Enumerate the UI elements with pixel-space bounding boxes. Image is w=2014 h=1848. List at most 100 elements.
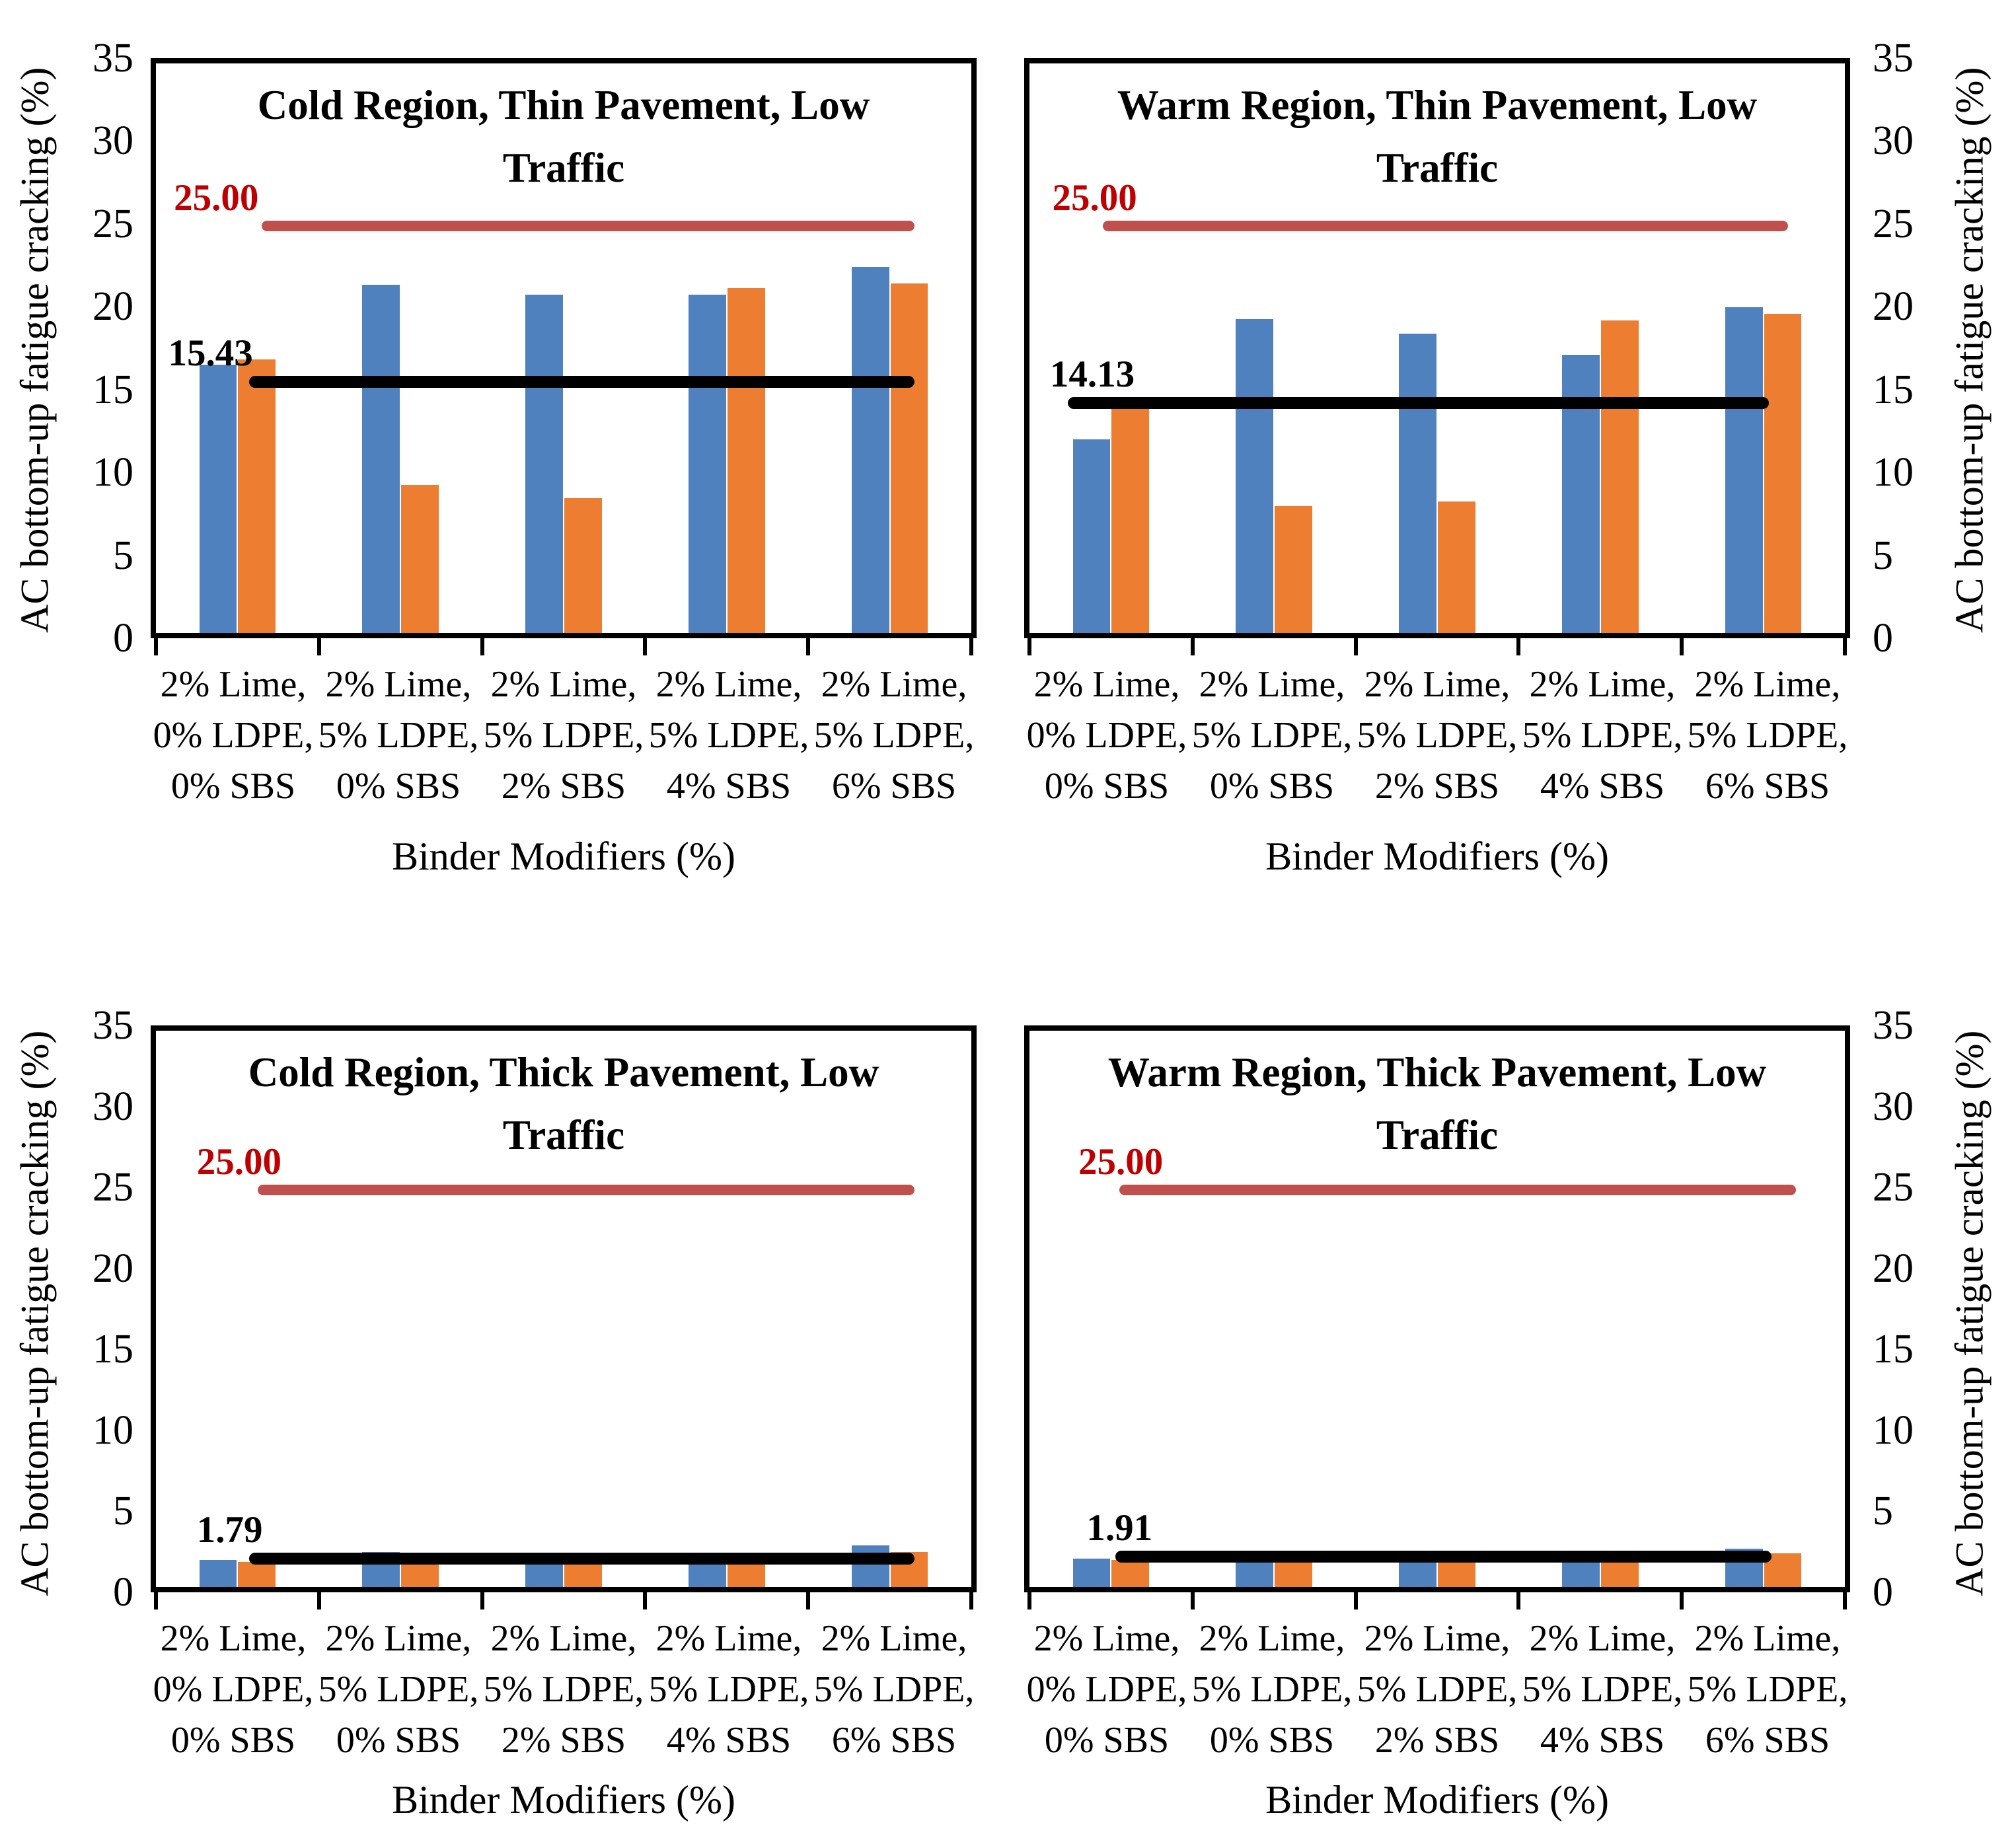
category-label: 2% Lime, 5% LDPE, 2% SBS xyxy=(1355,1613,1520,1766)
category-label: 2% Lime, 5% LDPE, 4% SBS xyxy=(1520,659,1685,812)
orange-bar xyxy=(238,359,276,633)
bar-group xyxy=(1682,63,1845,633)
blue-bar xyxy=(1072,1558,1111,1587)
category-label-line: 2% Lime, xyxy=(1694,1618,1841,1659)
category-label-line: 6% SBS xyxy=(1705,766,1830,807)
category-label-line: 2% Lime, xyxy=(1033,664,1180,705)
category-label-line: 5% LDPE, xyxy=(1357,1669,1518,1710)
category-label-line: 2% Lime, xyxy=(1364,1618,1510,1659)
category-label-line: 4% SBS xyxy=(666,1720,792,1761)
category-label: 2% Lime, 5% LDPE, 6% SBS xyxy=(1685,659,1850,812)
category-label-line: 5% LDPE, xyxy=(1191,1669,1353,1710)
y-tick-label: 10 xyxy=(1873,450,1914,496)
y-tick-label: 25 xyxy=(93,201,133,246)
category-label-line: 5% LDPE, xyxy=(1687,1669,1848,1710)
y-tick-label: 5 xyxy=(113,533,133,578)
chart-panel-warm-thick: AC bottom-up fatigue cracking (%) 0 5 10 15… xyxy=(1007,924,2014,1848)
blue-bar xyxy=(199,364,237,633)
x-tick-mark xyxy=(480,638,484,655)
x-tick-mark xyxy=(1843,1592,1847,1609)
category-label: 2% Lime, 5% LDPE, 2% SBS xyxy=(481,659,646,812)
y-tick-label: 20 xyxy=(93,1245,133,1291)
category-label-line: 5% LDPE, xyxy=(1522,1669,1683,1710)
category-label-line: 2% Lime, xyxy=(821,664,967,705)
blue-bar xyxy=(1399,1560,1436,1587)
category-label-line: 5% LDPE, xyxy=(318,715,479,756)
blue-bar xyxy=(1399,333,1436,633)
category-label-line: 2% Lime, xyxy=(160,664,307,705)
category-label-line: 5% LDPE, xyxy=(318,1669,479,1710)
y-tick-label: 10 xyxy=(93,1407,133,1453)
x-tick-mark xyxy=(1680,1592,1684,1609)
orange-bar xyxy=(1600,320,1639,633)
category-label-line: 5% LDPE, xyxy=(813,715,975,756)
y-tick-label: 5 xyxy=(113,1489,133,1534)
category-label: 2% Lime, 5% LDPE, 0% SBS xyxy=(316,659,481,812)
chart-panel-cold-thin: AC bottom-up fatigue cracking (%) 0 5 10 15… xyxy=(0,0,1007,924)
chart-title: Cold Region, Thick Pavement, Low Traffic xyxy=(248,1049,879,1158)
x-tick-mark xyxy=(1027,638,1031,655)
category-label-line: 0% SBS xyxy=(1209,1720,1335,1761)
x-tick-mark xyxy=(1190,1592,1195,1609)
x-category-labels: 2% Lime, 0% LDPE, 0% SBS 2% Lime, 5% LDPE, 0%… xyxy=(151,659,977,812)
orange-bar xyxy=(1764,314,1802,633)
chart-panel-warm-thin: AC bottom-up fatigue cracking (%) 0 5 10 15… xyxy=(1007,0,2014,924)
category-label: 2% Lime, 5% LDPE, 0% SBS xyxy=(316,1613,481,1766)
orange-bar xyxy=(727,1553,765,1587)
category-label-line: 6% SBS xyxy=(831,1720,957,1761)
x-tick-mark xyxy=(480,1592,484,1609)
y-tick-label: 30 xyxy=(1873,118,1914,164)
bar-group xyxy=(1356,63,1519,633)
x-tick-mark xyxy=(154,1592,158,1609)
y-tick-label: 0 xyxy=(1873,616,1893,661)
x-category-labels: 2% Lime, 0% LDPE, 0% SBS 2% Lime, 5% LDPE, 0%… xyxy=(151,1613,977,1766)
category-label-line: 5% LDPE, xyxy=(1687,715,1848,756)
category-label-line: 2% Lime, xyxy=(1033,1618,1180,1659)
category-label-line: 4% SBS xyxy=(666,766,792,807)
y-tick-label: 0 xyxy=(1873,1570,1893,1615)
chart-panel-cold-thick: AC bottom-up fatigue cracking (%) 0 5 10 15… xyxy=(0,924,1007,1848)
category-label-line: 2% SBS xyxy=(1374,766,1500,807)
y-tick-label: 15 xyxy=(1873,1327,1914,1372)
orange-bar xyxy=(564,498,602,633)
y-tick-label: 35 xyxy=(93,36,133,81)
orange-bar xyxy=(1437,501,1475,633)
y-tick-label: 35 xyxy=(1873,1003,1914,1048)
y-axis-title: AC bottom-up fatigue cracking (%) xyxy=(13,67,57,634)
x-axis-title: Binder Modifiers (%) xyxy=(1265,834,1609,878)
y-tick-label: 10 xyxy=(93,450,133,496)
category-label: 2% Lime, 5% LDPE, 4% SBS xyxy=(1520,1613,1685,1766)
y-tick-label: 15 xyxy=(93,367,133,412)
x-category-labels: 2% Lime, 0% LDPE, 0% SBS 2% Lime, 5% LDPE, 0%… xyxy=(1024,1613,1850,1766)
orange-bar xyxy=(1600,1555,1639,1587)
category-label-line: 0% SBS xyxy=(336,1720,461,1761)
category-label-line: 0% SBS xyxy=(1044,766,1170,807)
blue-bar xyxy=(525,294,563,633)
x-axis-title: Binder Modifiers (%) xyxy=(1265,1778,1609,1822)
category-label-line: 0% LDPE, xyxy=(1026,1669,1187,1710)
plot-area: Warm Region, Thin Pavement, Low Traffic … xyxy=(1024,58,1850,655)
category-label-line: 2% Lime, xyxy=(655,664,802,705)
category-label-line: 5% LDPE, xyxy=(813,1669,975,1710)
category-label: 2% Lime, 5% LDPE, 6% SBS xyxy=(811,1613,977,1766)
chart-title: Warm Region, Thin Pavement, Low Traffic xyxy=(1117,82,1758,191)
orange-bar xyxy=(1111,405,1150,633)
category-label: 2% Lime, 5% LDPE, 4% SBS xyxy=(646,659,811,812)
category-label-line: 2% Lime, xyxy=(160,1618,307,1659)
y-tick-label: 15 xyxy=(1873,367,1914,412)
y-axis-title: AC bottom-up fatigue cracking (%) xyxy=(1947,67,1992,634)
blue-bar xyxy=(362,284,400,633)
y-tick-label: 25 xyxy=(93,1165,133,1210)
y-axis-title: AC bottom-up fatigue cracking (%) xyxy=(1947,1030,1992,1597)
category-label-line: 2% Lime, xyxy=(1529,1618,1676,1659)
y-tick-label: 15 xyxy=(93,1327,133,1372)
orange-bar xyxy=(1111,1560,1150,1587)
category-label: 2% Lime, 5% LDPE, 2% SBS xyxy=(481,1613,646,1766)
category-label-line: 0% SBS xyxy=(1209,766,1335,807)
bar-group xyxy=(1029,63,1193,633)
plot-area: Cold Region, Thin Pavement, Low Traffic … xyxy=(151,58,977,655)
blue-bar xyxy=(1562,1560,1600,1587)
orange-bar xyxy=(1275,1560,1312,1587)
orange-bar xyxy=(1437,1560,1475,1587)
category-label-line: 6% SBS xyxy=(831,766,957,807)
